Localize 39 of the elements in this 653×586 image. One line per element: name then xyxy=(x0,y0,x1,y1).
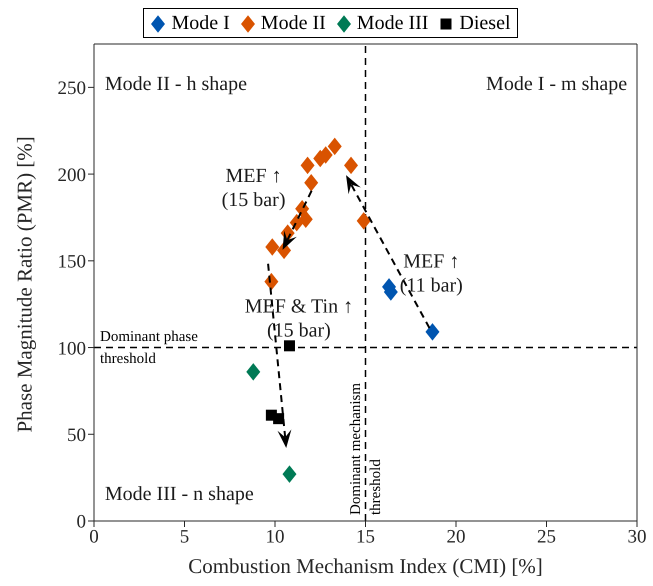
x-tick-label: 20 xyxy=(446,526,466,548)
y-tick-label: 150 xyxy=(58,252,86,273)
legend-label: Mode III xyxy=(356,12,428,34)
annotation: Mode III - n shape xyxy=(104,483,254,506)
y-tick-label: 50 xyxy=(67,425,86,446)
point xyxy=(304,174,318,192)
point xyxy=(265,238,280,256)
y-tick-label: 200 xyxy=(58,164,86,186)
ref-line-label: Dominant phase threshold xyxy=(100,329,198,368)
annotation: Mode II - h shape xyxy=(104,72,248,95)
annotation: MEF ↑ (11 bar) xyxy=(400,250,463,296)
legend-label: Mode I xyxy=(170,12,230,34)
point xyxy=(246,363,260,381)
point xyxy=(356,212,371,230)
point xyxy=(425,323,440,341)
point xyxy=(344,156,358,174)
point xyxy=(300,156,315,174)
x-axis-title: Combustion Mechanism Index (CMI) [%] xyxy=(188,554,543,578)
x-tick-label: 30 xyxy=(628,526,646,548)
x-tick-label: 0 xyxy=(89,526,99,548)
legend-label: Diesel xyxy=(458,12,511,34)
y-axis-title: Phase Magnitude Ratio (PMR) [%] xyxy=(12,136,36,432)
annotation: Mode I - m shape xyxy=(486,72,628,95)
annotation: MEF & Tin ↑ (15 bar) xyxy=(244,295,354,342)
point xyxy=(328,138,342,156)
point xyxy=(284,340,295,352)
point xyxy=(298,210,313,228)
x-tick-label: 15 xyxy=(356,526,375,548)
annotation: MEF ↑ (15 bar) xyxy=(222,165,286,212)
ref-line-label: Dominant mechanism threshold xyxy=(348,382,384,515)
point xyxy=(282,465,296,483)
y-tick-label: 100 xyxy=(58,338,86,360)
y-tick-label: 250 xyxy=(58,78,86,100)
y-tick-label: 0 xyxy=(76,512,86,533)
x-tick-label: 10 xyxy=(266,526,284,548)
x-tick-label: 5 xyxy=(180,526,190,548)
legend-label: Mode II xyxy=(260,12,326,34)
point xyxy=(273,413,284,424)
x-tick-label: 25 xyxy=(537,526,556,548)
